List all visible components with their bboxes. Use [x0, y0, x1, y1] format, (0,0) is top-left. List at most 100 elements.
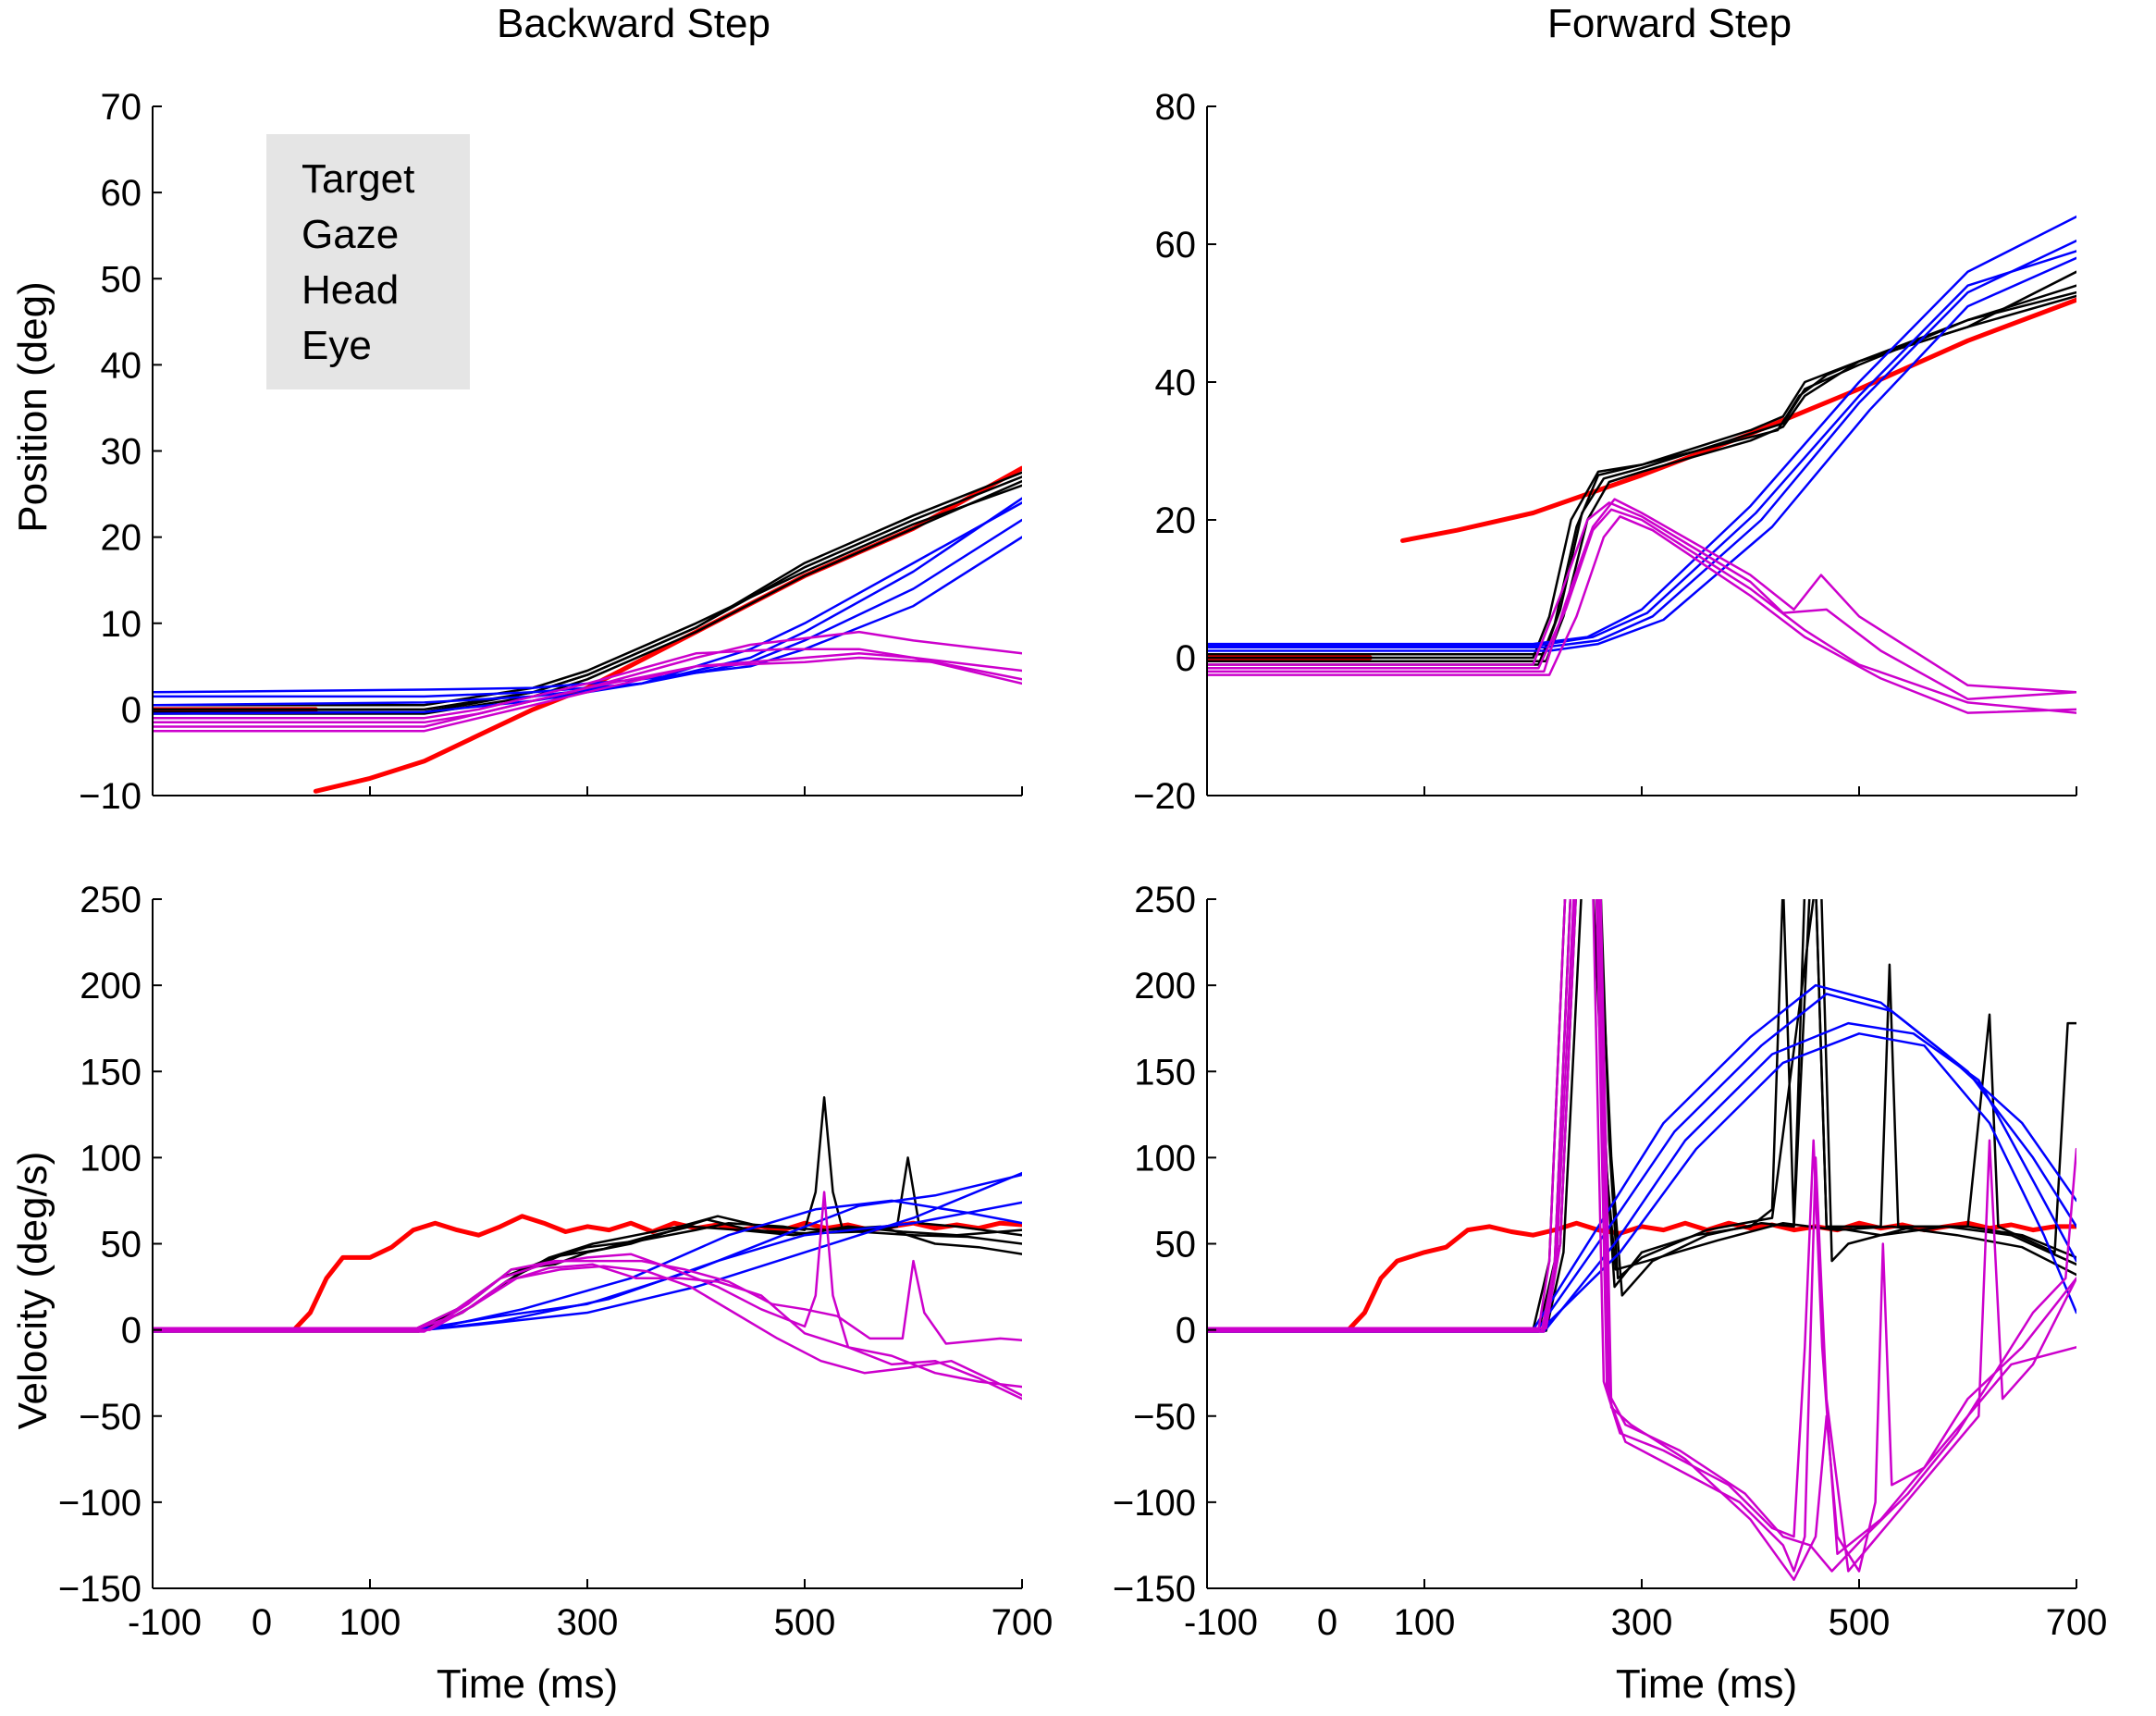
series-gaze-line [1207, 294, 2076, 662]
panel-forward-velocity: −150 −100 −50 0 50 100 150 200 250 [1113, 880, 2077, 1610]
y-tick-label: 200 [80, 966, 142, 1006]
y-tick-label: −100 [58, 1483, 142, 1524]
series-head-line [1207, 1032, 2076, 1330]
ylabel-position: Position (deg) [10, 281, 55, 532]
y-tick-label: −150 [58, 1569, 142, 1610]
series-gaze-line [153, 484, 1022, 707]
y-tick-label: 80 [1155, 87, 1197, 128]
series-gaze-line [1207, 899, 2076, 1332]
series-gaze-line [1207, 284, 2076, 656]
y-tick-label: −50 [1133, 1397, 1196, 1438]
series-head-line [153, 536, 1022, 694]
y-tick-label: −10 [79, 776, 142, 817]
legend-item-gaze: Gaze [302, 212, 399, 257]
xtick-label: -100 [128, 1602, 202, 1643]
title-forward-step: Forward Step [1547, 1, 1792, 46]
y-tick-label: 0 [121, 690, 142, 731]
legend: Target Gaze Head Eye [266, 134, 470, 389]
xtick-label: 700 [992, 1602, 1053, 1643]
xtick-label: 300 [557, 1602, 619, 1643]
series-eye-line [1207, 501, 2076, 700]
legend-item-head: Head [302, 267, 399, 313]
y-tick-label: −150 [1113, 1569, 1196, 1610]
series-head-line [153, 497, 1022, 707]
legend-item-target: Target [302, 156, 414, 202]
series-target-line [1400, 297, 2076, 543]
xlabel-time-backward: Time (ms) [437, 1661, 618, 1707]
y-tick-label: 40 [101, 345, 142, 386]
xtick-label: 500 [1829, 1602, 1891, 1643]
y-tick-label: 150 [80, 1052, 142, 1093]
xtick-label: 300 [1611, 1602, 1673, 1643]
series-head-line [153, 518, 1022, 698]
axes-backward-velocity: −150 −100 −50 0 50 100 150 200 250 [58, 880, 1023, 1610]
series-gaze-line [1207, 899, 2076, 1333]
y-tick-label: 100 [1134, 1138, 1196, 1179]
y-tick-label: 40 [1155, 363, 1197, 403]
series-head-line [1207, 250, 2076, 647]
xtick-labels-backward: -100 0 100 300 500 700 [128, 1602, 1053, 1643]
y-tick-label: 250 [1134, 880, 1196, 920]
series-eye-line [153, 648, 1022, 720]
series-eye-line [1207, 899, 2076, 1556]
xtick-label: 500 [774, 1602, 836, 1643]
y-tick-label: 150 [1134, 1052, 1196, 1093]
panel-backward-position: −10 0 10 20 30 40 50 60 70 [79, 87, 1023, 817]
panel-forward-position: −20 0 20 40 60 80 [1133, 87, 2077, 817]
y-tick-label: 0 [121, 1311, 142, 1352]
series-gaze-line [153, 479, 1022, 715]
series-eye-line [1207, 899, 2076, 1573]
series-eye-line [153, 1265, 1022, 1397]
y-tick-label: 100 [80, 1138, 142, 1179]
y-tick-label: 60 [101, 173, 142, 214]
series-eye-line [153, 1263, 1022, 1401]
series-target-line [1207, 1220, 2076, 1333]
y-tick-label: 50 [101, 1225, 142, 1265]
y-tick-label: 250 [80, 880, 142, 920]
series-eye-line [153, 1191, 1022, 1389]
xtick-label: 0 [1317, 1602, 1337, 1643]
xtick-labels-forward: -100 0 100 300 500 700 [1184, 1602, 2107, 1643]
y-tick-label: −50 [79, 1397, 142, 1438]
lines-forward-position [1207, 215, 2076, 714]
series-head-line [1207, 256, 2076, 652]
xtick-label: 100 [339, 1602, 401, 1643]
axes-backward-position: −10 0 10 20 30 40 50 60 70 [79, 87, 1023, 817]
y-tick-label: 200 [1134, 966, 1196, 1006]
series-head-line [1207, 1021, 2076, 1333]
axes-forward-velocity: −150 −100 −50 0 50 100 150 200 250 [1113, 880, 2077, 1610]
y-tick-label: 30 [101, 432, 142, 473]
series-target-line [313, 465, 1022, 794]
lines-forward-velocity [1207, 899, 2076, 1581]
series-eye-line [1207, 899, 2076, 1573]
xtick-label: 0 [252, 1602, 272, 1643]
xtick-label: 100 [1394, 1602, 1456, 1643]
panel-backward-velocity: −150 −100 −50 0 50 100 150 200 250 [58, 880, 1023, 1610]
series-eye-line [1207, 508, 2076, 714]
y-tick-label: −100 [1113, 1483, 1196, 1524]
series-head-line [1207, 983, 2076, 1331]
lines-backward-velocity [153, 1095, 1022, 1401]
series-eye-line [153, 652, 1022, 733]
series-eye-line [153, 656, 1022, 728]
y-tick-label: −20 [1133, 776, 1196, 817]
y-tick-label: 60 [1155, 225, 1197, 265]
y-tick-label: 20 [1155, 500, 1197, 541]
y-tick-label: 50 [1155, 1225, 1197, 1265]
series-gaze-line [153, 471, 1022, 713]
xtick-label: 700 [2046, 1602, 2108, 1643]
series-gaze-line [153, 1095, 1022, 1331]
series-head-line [1207, 215, 2076, 646]
y-tick-label: 0 [1176, 1311, 1196, 1352]
series-head-line [1207, 993, 2076, 1330]
series-head-line [1207, 240, 2076, 649]
lines-backward-position [153, 465, 1022, 794]
y-tick-label: 70 [101, 87, 142, 128]
series-head-line [153, 1199, 1022, 1330]
axes-forward-position: −20 0 20 40 60 80 [1133, 87, 2077, 817]
series-eye-line [1207, 498, 2076, 694]
series-eye-line [1207, 899, 2076, 1581]
series-eye-line [1207, 515, 2076, 714]
legend-item-eye: Eye [302, 323, 372, 368]
